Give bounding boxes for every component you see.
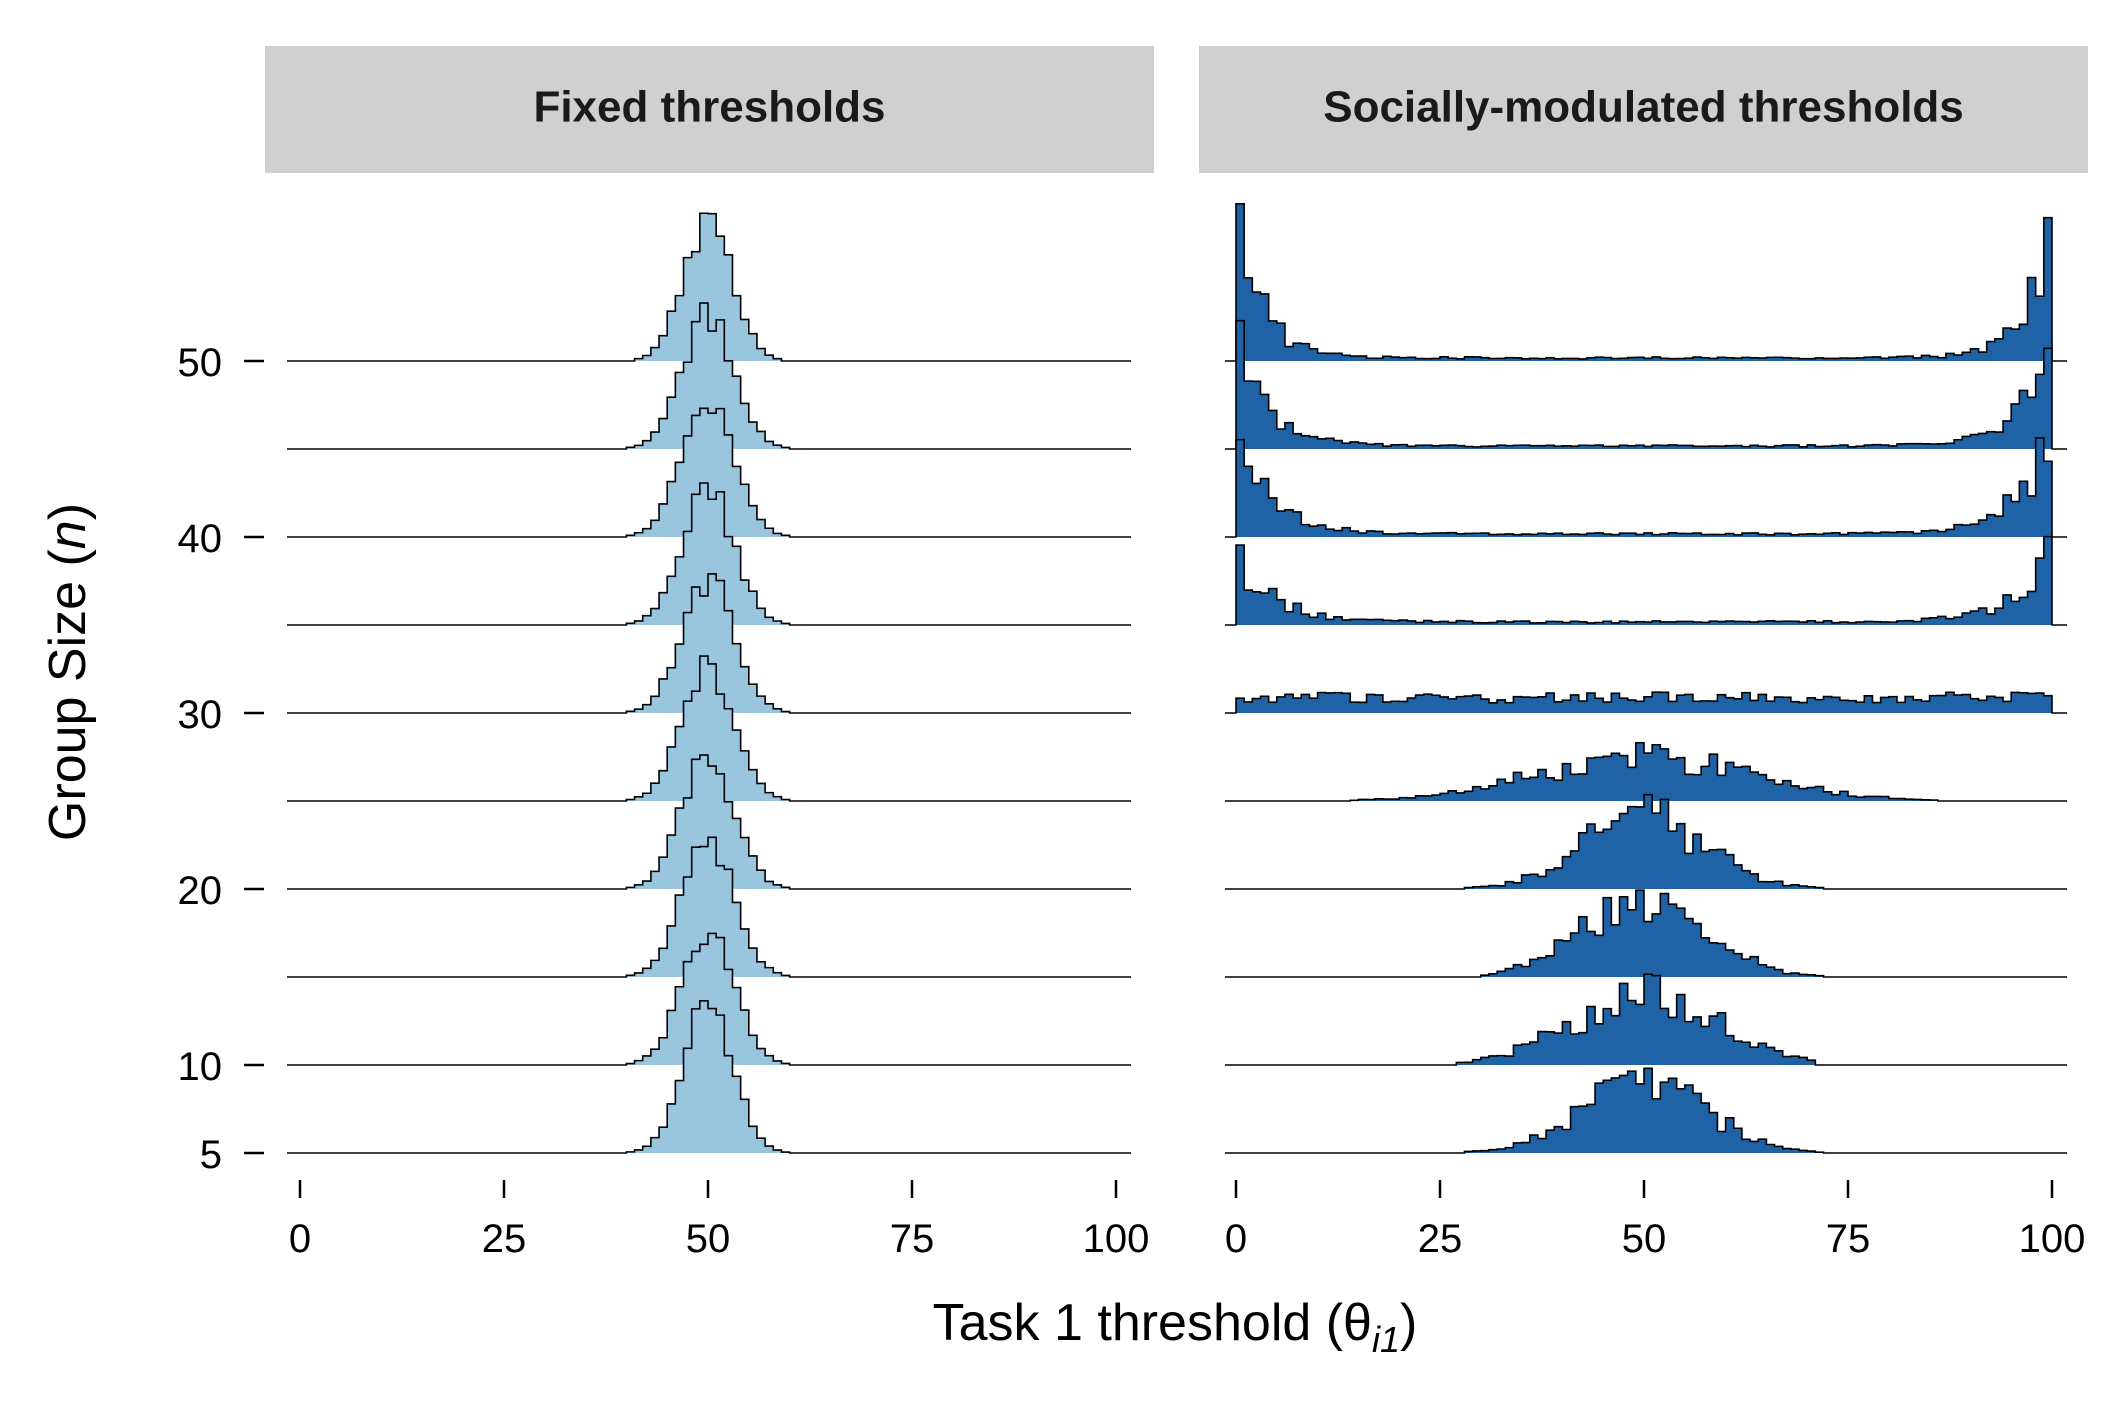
x-tick-label: 50 bbox=[1622, 1217, 1667, 1261]
ridge-outline-social-n5 bbox=[1225, 1067, 2067, 1154]
ridge-fixed-n45 bbox=[287, 302, 1131, 450]
x-tick-label: 25 bbox=[1418, 1217, 1463, 1261]
ridge-outline-fixed-n20 bbox=[287, 754, 1131, 890]
ridge-outline-social-n35 bbox=[1225, 535, 2067, 626]
ridge-outline-fixed-n10 bbox=[287, 932, 1131, 1066]
ridge-fixed-n30 bbox=[287, 573, 1131, 714]
ridge-social-n25 bbox=[1225, 741, 2067, 802]
ridge-social-n10 bbox=[1225, 973, 2067, 1066]
panel-fixed: Fixed thresholds 0 25 50 75 100 bbox=[265, 46, 1154, 1261]
x-tick-label: 100 bbox=[1083, 1217, 1150, 1261]
strip-fixed-title: Fixed thresholds bbox=[533, 83, 885, 132]
ridge-fixed-n5 bbox=[287, 1000, 1131, 1154]
y-tick-label: 30 bbox=[178, 693, 223, 737]
y-axis-title: Group Size (n) bbox=[39, 503, 97, 841]
ridge-area-fixed-n10 bbox=[300, 933, 1116, 1065]
x-axis-title-subscript: i1 bbox=[1372, 1319, 1400, 1360]
ridge-area-fixed-n20 bbox=[300, 755, 1116, 889]
ridge-outline-fixed-n30 bbox=[287, 573, 1131, 714]
ridge-outline-social-n45 bbox=[1225, 319, 2067, 450]
ridge-area-social-n50 bbox=[1236, 203, 2052, 361]
ridge-area-social-n15 bbox=[1236, 890, 2052, 977]
ridge-fixed-n10 bbox=[287, 932, 1131, 1066]
ridge-fixed-n25 bbox=[287, 655, 1131, 802]
ridge-outline-social-n50 bbox=[1225, 203, 2067, 362]
x-tick-label: 25 bbox=[482, 1217, 527, 1261]
y-tick-label: 50 bbox=[178, 341, 223, 385]
ridge-outline-fixed-n50 bbox=[287, 212, 1131, 362]
ridge-outline-fixed-n45 bbox=[287, 302, 1131, 450]
ridge-fixed-n50 bbox=[287, 212, 1131, 362]
ridge-social-n20 bbox=[1225, 793, 2067, 890]
strip-fixed-bg bbox=[265, 46, 1154, 173]
ridges-fixed bbox=[287, 212, 1131, 1154]
y-axis: 5 10 20 30 40 50 bbox=[178, 341, 264, 1177]
ridge-area-fixed-n40 bbox=[300, 408, 1116, 537]
ridge-social-n30 bbox=[1225, 691, 2067, 714]
ridge-fixed-n35 bbox=[287, 482, 1131, 626]
ridge-social-n35 bbox=[1225, 535, 2067, 626]
ridge-area-social-n5 bbox=[1236, 1068, 2052, 1153]
ridge-outline-fixed-n35 bbox=[287, 482, 1131, 626]
x-tick-label: 0 bbox=[289, 1217, 311, 1261]
x-axis-title: Task 1 threshold (θi1) bbox=[933, 1294, 1418, 1360]
panel-social: Socially-modulated thresholds 0 25 50 75 100 bbox=[1199, 46, 2088, 1261]
ridge-area-social-n40 bbox=[1236, 437, 2052, 537]
x-tick-label: 50 bbox=[686, 1217, 731, 1261]
ridge-area-social-n10 bbox=[1236, 974, 2052, 1065]
ridge-outline-social-n30 bbox=[1225, 691, 2067, 714]
x-tick-label: 0 bbox=[1225, 1217, 1247, 1261]
ridge-outline-social-n10 bbox=[1225, 973, 2067, 1066]
ridge-area-fixed-n50 bbox=[300, 213, 1116, 361]
x-tick-label: 75 bbox=[890, 1217, 935, 1261]
ridge-social-n40 bbox=[1225, 437, 2067, 538]
ridge-area-social-n20 bbox=[1236, 794, 2052, 889]
ridge-outline-fixed-n15 bbox=[287, 836, 1131, 978]
ridge-area-fixed-n5 bbox=[300, 1000, 1116, 1153]
ridge-outline-social-n25 bbox=[1225, 741, 2067, 802]
ridge-area-social-n45 bbox=[1236, 320, 2052, 449]
ridge-outline-fixed-n5 bbox=[287, 1000, 1131, 1154]
ridges-social bbox=[1225, 203, 2067, 1154]
y-tick-label: 40 bbox=[178, 517, 223, 561]
strip-social-title: Socially-modulated thresholds bbox=[1323, 83, 1964, 132]
ridge-fixed-n15 bbox=[287, 836, 1131, 978]
ridge-outline-fixed-n40 bbox=[287, 407, 1131, 538]
ridge-fixed-n20 bbox=[287, 754, 1131, 890]
x-axis-fixed: 0 25 50 75 100 bbox=[289, 1180, 1150, 1261]
ridge-area-fixed-n35 bbox=[300, 482, 1116, 625]
ridge-social-n45 bbox=[1225, 319, 2067, 450]
ridge-fixed-n40 bbox=[287, 407, 1131, 538]
ridge-outline-social-n15 bbox=[1225, 889, 2067, 978]
ridge-outline-social-n20 bbox=[1225, 793, 2067, 890]
x-tick-label: 75 bbox=[1826, 1217, 1871, 1261]
ridge-social-n5 bbox=[1225, 1067, 2067, 1154]
ridge-area-social-n35 bbox=[1236, 536, 2052, 625]
strip-social-bg bbox=[1199, 46, 2088, 173]
ridge-social-n15 bbox=[1225, 889, 2067, 978]
ridge-area-fixed-n25 bbox=[300, 656, 1116, 801]
ridge-outline-fixed-n25 bbox=[287, 655, 1131, 802]
ridge-outline-social-n40 bbox=[1225, 437, 2067, 538]
y-tick-label: 10 bbox=[178, 1045, 223, 1089]
ridge-area-fixed-n15 bbox=[300, 837, 1116, 977]
ridge-area-fixed-n30 bbox=[300, 573, 1116, 713]
y-axis-title-italic: n bbox=[39, 520, 97, 549]
ridge-area-social-n25 bbox=[1236, 742, 2052, 801]
y-tick-label: 5 bbox=[200, 1133, 222, 1177]
x-axis-social: 0 25 50 75 100 bbox=[1225, 1180, 2086, 1261]
ridge-social-n50 bbox=[1225, 203, 2067, 362]
x-tick-label: 100 bbox=[2019, 1217, 2086, 1261]
y-tick-label: 20 bbox=[178, 869, 223, 913]
ridge-area-fixed-n45 bbox=[300, 303, 1116, 449]
